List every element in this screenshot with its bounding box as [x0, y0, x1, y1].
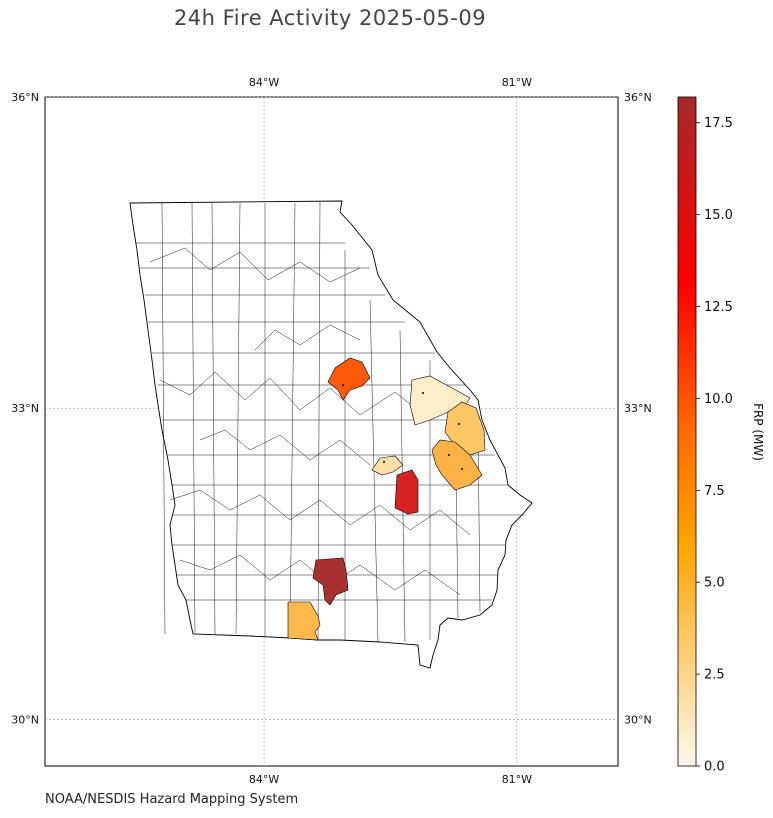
colorbar-tick-label: 12.5	[704, 300, 733, 315]
data-source-credit: NOAA/NESDIS Hazard Mapping System	[45, 792, 299, 807]
colorbar-tick-label: 2.5	[704, 668, 725, 683]
fire-county-east-c	[431, 439, 483, 491]
fire-county-central-a	[371, 455, 404, 476]
fire-detection-point	[448, 454, 450, 456]
fire-counties	[287, 357, 486, 641]
lat-tick-label-right: 30°N	[624, 713, 652, 726]
fire-county-south-a	[312, 557, 349, 606]
lon-tick-label-top: 84°W	[249, 76, 279, 89]
georgia-state-outline	[129, 200, 533, 669]
lat-tick-label-left: 36°N	[11, 91, 39, 104]
fire-detection-point	[458, 423, 460, 425]
fire-detection-point	[422, 392, 424, 394]
fire-county-south-b	[287, 601, 321, 641]
axis-tick-labels: 84°W 84°W 81°W 81°W 36°N 36°N 33°N 33°N 30°N 30°N	[11, 76, 651, 786]
colorbar-tick-label: 15.0	[704, 208, 733, 223]
lon-tick-label-top: 81°W	[502, 76, 532, 89]
lat-tick-label-right: 36°N	[624, 91, 652, 104]
colorbar-tick-label: 7.5	[704, 484, 725, 499]
fire-detection-point	[383, 461, 385, 463]
fire-detection-point	[342, 384, 344, 386]
colorbar-tick-label: 5.0	[704, 576, 725, 591]
fire-county-north-central	[327, 357, 371, 401]
colorbar-label: FRP (MW)	[751, 403, 765, 461]
map-title: 24h Fire Activity 2025-05-09	[173, 6, 487, 30]
gridlines	[45, 96, 618, 766]
lon-tick-label-bottom: 84°W	[249, 773, 279, 786]
colorbar-tick-label: 0.0	[704, 760, 725, 775]
colorbar-ticks: 0.0 2.5 5.0 7.5 10.0 12.5 15.0 17.5	[696, 116, 733, 775]
lat-tick-label-left: 30°N	[11, 713, 39, 726]
colorbar	[677, 96, 697, 767]
fire-detection-point	[461, 468, 463, 470]
lon-tick-label-bottom: 81°W	[502, 773, 532, 786]
lat-tick-label-right: 33°N	[624, 402, 652, 415]
colorbar-tick-label: 10.0	[704, 392, 733, 407]
colorbar-tick-label: 17.5	[704, 116, 733, 131]
fire-county-central-b	[394, 469, 419, 515]
lat-tick-label-left: 33°N	[11, 402, 39, 415]
map-frame	[44, 96, 619, 767]
